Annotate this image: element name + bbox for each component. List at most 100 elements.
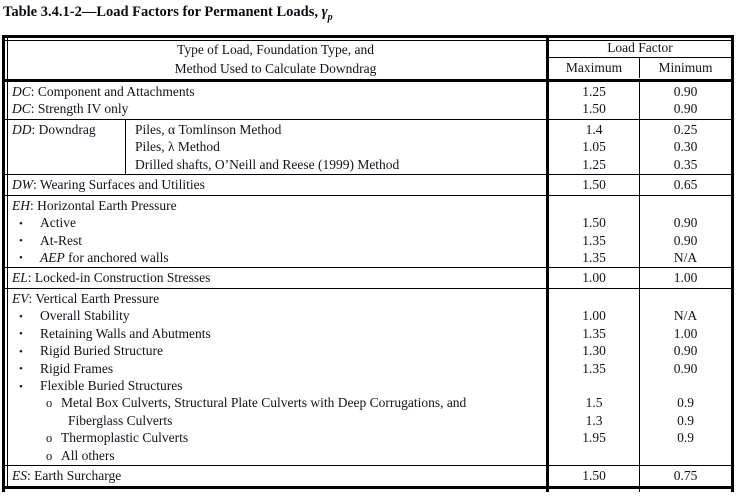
bullet-icon: • bbox=[19, 235, 23, 247]
sub-bullet-icon: o bbox=[46, 396, 53, 411]
cell-min: 0.90 bbox=[673, 343, 698, 359]
bullet-icon: • bbox=[19, 310, 23, 323]
row-label: : Strength IV only bbox=[30, 101, 129, 117]
cell-min bbox=[640, 447, 731, 464]
load-symbol: DW bbox=[12, 177, 33, 193]
row-eh-aep: • AEP for anchored walls bbox=[5, 249, 546, 266]
sub-bullet-icon: o bbox=[46, 431, 53, 446]
header-type-of-load: Type of Load, Foundation Type, and Metho… bbox=[5, 38, 546, 79]
cell-max: 1.05 bbox=[582, 139, 606, 155]
cell-max: 1.25 bbox=[582, 156, 606, 172]
row-label: Thermoplastic Culverts bbox=[61, 430, 189, 446]
cell-min bbox=[640, 197, 731, 214]
row-ev-thermoplastic-culverts: o Thermoplastic Culverts bbox=[5, 429, 546, 446]
row-label: Overall Stability bbox=[40, 308, 130, 324]
row-label: : Earth Surcharge bbox=[27, 468, 122, 484]
cell-max: 1.50 bbox=[582, 215, 606, 231]
cell-max: 1.35 bbox=[582, 249, 606, 265]
dw-max-values: 1.50 bbox=[546, 175, 639, 195]
cell-max: 1.50 bbox=[582, 101, 606, 117]
ev-max-values: 1.00 1.35 1.30 1.35 1.5 1.3 1.95 bbox=[546, 288, 639, 466]
cell-max bbox=[549, 197, 639, 214]
cell-min: 0.90 bbox=[673, 101, 698, 117]
dw-min-values: 0.65 bbox=[639, 175, 731, 195]
row-label: All others bbox=[61, 447, 115, 463]
row-ev-all-others: o All others bbox=[5, 447, 546, 464]
row-dd-downdrag: DD: Downdrag bbox=[12, 121, 125, 138]
dd-max-values: 1.4 1.05 1.25 bbox=[546, 119, 639, 175]
border-stub-divider2 bbox=[639, 485, 640, 492]
table-caption-text: Table 3.4.1-2—Load Factors for Permanent… bbox=[3, 4, 322, 20]
cell-max bbox=[549, 290, 639, 307]
ev-min-values: N/A 1.00 0.90 0.90 0.9 0.9 0.9 bbox=[639, 288, 731, 466]
load-symbol: DC bbox=[12, 101, 31, 117]
load-symbol: DD bbox=[12, 121, 32, 137]
ev-labels: EV: Vertical Earth Pressure • Overall Sta… bbox=[5, 289, 546, 465]
row-label: for anchored walls bbox=[64, 249, 169, 265]
cell-min: 0.35 bbox=[673, 156, 698, 172]
cell-min: 0.9 bbox=[677, 430, 694, 446]
cell-min: 1.00 bbox=[673, 325, 698, 341]
cell-min: 0.90 bbox=[673, 232, 698, 248]
row-group-el: EL: Locked-in Construction Stresses 1.00… bbox=[5, 268, 731, 289]
cell-max bbox=[549, 447, 639, 464]
cell-min: 0.90 bbox=[673, 215, 698, 231]
row-label: : Locked-in Construction Stresses bbox=[27, 270, 211, 286]
dw-labels: DW: Wearing Surfaces and Utilities bbox=[5, 175, 546, 194]
row-ev-rigid-frames: • Rigid Frames bbox=[5, 360, 546, 377]
header-max-min-row: Maximum Minimum bbox=[549, 58, 731, 79]
row-label: At-Rest bbox=[40, 232, 82, 248]
load-symbol: DC bbox=[12, 84, 31, 99]
row-el-locked-in: EL: Locked-in Construction Stresses bbox=[5, 269, 546, 286]
load-symbol: EL bbox=[12, 270, 28, 286]
table-header-row: Type of Load, Foundation Type, and Metho… bbox=[5, 38, 731, 82]
row-group-es: ES: Earth Surcharge 1.50 0.75 bbox=[5, 466, 731, 486]
load-symbol: AEP bbox=[40, 249, 65, 265]
row-label: Flexible Buried Structures bbox=[40, 378, 183, 393]
row-dc-strength-iv: DC: Strength IV only bbox=[5, 100, 546, 117]
cell-min: 0.30 bbox=[673, 139, 698, 155]
header-minimum: Minimum bbox=[639, 58, 731, 78]
bullet-icon: • bbox=[19, 363, 23, 376]
cell-min: 1.00 bbox=[673, 270, 698, 286]
double-border-left bbox=[7, 38, 8, 486]
gamma-subscript: p bbox=[327, 11, 333, 23]
es-max-values: 1.50 bbox=[546, 466, 639, 486]
row-dd-method-tomlinson: Piles, α Tomlinson Method bbox=[135, 121, 282, 137]
cell-max: 1.25 bbox=[582, 84, 606, 99]
border-stub-left bbox=[2, 485, 5, 492]
header-load-factor-group: Load Factor Maximum Minimum bbox=[546, 38, 731, 79]
row-eh-header: EH: Horizontal Earth Pressure bbox=[5, 197, 546, 214]
bullet-icon: • bbox=[19, 345, 23, 358]
eh-labels: EH: Horizontal Earth Pressure • Active • A… bbox=[5, 196, 546, 268]
bullet-icon: • bbox=[19, 252, 23, 265]
cell-max: 1.00 bbox=[582, 308, 606, 324]
row-group-dd: DD: Downdrag Piles, α Tomlinson Method P… bbox=[5, 119, 731, 176]
cell-max: 1.00 bbox=[582, 270, 606, 286]
cell-max: 1.95 bbox=[582, 430, 606, 446]
bullet-icon: • bbox=[19, 380, 23, 393]
el-labels: EL: Locked-in Construction Stresses bbox=[5, 268, 546, 287]
dc-max-values: 1.25 1.50 bbox=[546, 82, 639, 119]
load-factors-table: Type of Load, Foundation Type, and Metho… bbox=[2, 35, 734, 492]
row-label: Rigid Frames bbox=[40, 360, 114, 376]
bullet-icon: • bbox=[19, 328, 23, 341]
row-label: : Wearing Surfaces and Utilities bbox=[33, 177, 205, 193]
cell-max: 1.35 bbox=[582, 360, 606, 376]
es-min-values: 0.75 bbox=[639, 466, 731, 486]
row-dd-method-oneill: Drilled shafts, O’Neill and Reese (1999)… bbox=[135, 156, 400, 172]
row-ev-overall-stability: • Overall Stability bbox=[5, 307, 546, 324]
cell-min: 0.9 bbox=[677, 412, 694, 428]
row-dd-method-lambda: Piles, λ Method bbox=[135, 139, 220, 155]
row-eh-at-rest: • At-Rest bbox=[5, 232, 546, 249]
cell-max bbox=[549, 377, 639, 394]
row-ev-metal-box-culverts: o Metal Box Culverts, Structural Plate Cu… bbox=[5, 394, 546, 411]
row-label: Rigid Buried Structure bbox=[40, 343, 163, 359]
cell-max: 1.30 bbox=[582, 343, 606, 359]
cell-max: 1.4 bbox=[585, 121, 603, 137]
cell-min: 0.9 bbox=[677, 395, 694, 411]
cell-max: 1.5 bbox=[585, 395, 603, 411]
dd-label-cell: DD: Downdrag bbox=[5, 119, 126, 175]
row-label: : Horizontal Earth Pressure bbox=[30, 197, 177, 213]
